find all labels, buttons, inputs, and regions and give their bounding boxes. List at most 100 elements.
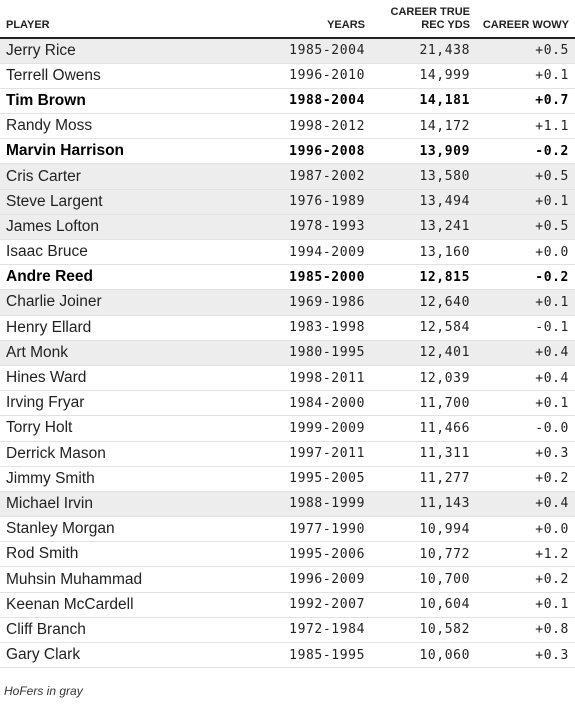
player-name-cell: Keenan McCardell — [0, 592, 245, 618]
wowy-cell: +0.3 — [476, 642, 575, 669]
rec-yds-cell: 13,160 — [371, 239, 476, 266]
wowy-cell: +0.1 — [476, 189, 575, 215]
wowy-cell: +1.2 — [476, 541, 575, 568]
wowy-cell: +0.4 — [476, 365, 575, 392]
years-cell: 1992-2007 — [245, 592, 371, 618]
rec-yds-cell: 21,438 — [371, 38, 476, 64]
table-row: Randy Moss 1998-2012 14,172 +1.1 — [0, 113, 575, 140]
table-row: Torry Holt 1999-2009 11,466 -0.0 — [0, 415, 575, 442]
footnote: HoFers in gray — [4, 684, 83, 698]
table-row: Derrick Mason 1997-2011 11,311 +0.3 — [0, 441, 575, 467]
wowy-column-header[interactable]: CAREER WOWY — [476, 0, 575, 39]
player-name-cell: Michael Irvin — [0, 491, 245, 518]
years-cell: 1994-2009 — [245, 239, 371, 266]
rec-yds-cell: 14,999 — [371, 63, 476, 89]
player-name-cell: Muhsin Muhammad — [0, 566, 245, 593]
years-cell: 1995-2005 — [245, 466, 371, 492]
rec-yds-cell: 10,994 — [371, 516, 476, 543]
wowy-cell: +0.7 — [476, 88, 575, 115]
wowy-cell: +0.1 — [476, 289, 575, 316]
rec-yds-cell: 10,772 — [371, 541, 476, 568]
years-cell: 1978-1993 — [245, 214, 371, 241]
table-row: Hines Ward 1998-2011 12,039 +0.4 — [0, 365, 575, 392]
wowy-cell: +1.1 — [476, 113, 575, 140]
player-name-cell: Derrick Mason — [0, 441, 245, 467]
wowy-cell: +0.0 — [476, 239, 575, 266]
years-cell: 1987-2002 — [245, 163, 371, 190]
table-row: Cliff Branch 1972-1984 10,582 +0.8 — [0, 617, 575, 644]
wowy-cell: -0.2 — [476, 264, 575, 291]
table-row: Steve Largent 1976-1989 13,494 +0.1 — [0, 189, 575, 215]
player-column-header[interactable]: PLAYER — [0, 0, 245, 39]
table-row: Stanley Morgan 1977-1990 10,994 +0.0 — [0, 516, 575, 543]
table-row: Gary Clark 1985-1995 10,060 +0.3 — [0, 642, 575, 669]
player-name-cell: Andre Reed — [0, 264, 245, 291]
table-row: Marvin Harrison 1996-2008 13,909 -0.2 — [0, 138, 575, 165]
rec-yds-cell: 12,640 — [371, 289, 476, 316]
years-cell: 1999-2009 — [245, 415, 371, 442]
table-row: Terrell Owens 1996-2010 14,999 +0.1 — [0, 63, 575, 89]
years-cell: 1998-2012 — [245, 113, 371, 140]
years-column-header[interactable]: YEARS — [245, 0, 371, 39]
table-row: Jerry Rice 1985-2004 21,438 +0.5 — [0, 38, 575, 64]
wowy-cell: +0.4 — [476, 491, 575, 518]
player-name-cell: Irving Fryar — [0, 390, 245, 417]
player-name-cell: Art Monk — [0, 340, 245, 366]
table-row: Keenan McCardell 1992-2007 10,604 +0.1 — [0, 592, 575, 618]
player-name-cell: Stanley Morgan — [0, 516, 245, 543]
years-cell: 1996-2009 — [245, 566, 371, 593]
years-cell: 1985-2004 — [245, 38, 371, 64]
years-cell: 1972-1984 — [245, 617, 371, 644]
rec-yds-cell: 11,311 — [371, 441, 476, 467]
rec-yds-cell: 14,172 — [371, 113, 476, 140]
rec-yds-cell: 13,909 — [371, 138, 476, 165]
header-row: PLAYER YEARS CAREER TRUE REC YDS CAREER … — [0, 0, 575, 39]
table-row: Tim Brown 1988-2004 14,181 +0.7 — [0, 88, 575, 115]
table-row: Jimmy Smith 1995-2005 11,277 +0.2 — [0, 466, 575, 492]
player-name-cell: Isaac Bruce — [0, 239, 245, 266]
player-name-cell: Steve Largent — [0, 189, 245, 215]
player-name-cell: Torry Holt — [0, 415, 245, 442]
years-cell: 1977-1990 — [245, 516, 371, 543]
receivers-table: PLAYER YEARS CAREER TRUE REC YDS CAREER … — [0, 0, 575, 669]
player-name-cell: Henry Ellard — [0, 315, 245, 341]
years-cell: 1983-1998 — [245, 315, 371, 341]
player-name-cell: James Lofton — [0, 214, 245, 241]
rec-yds-cell: 10,604 — [371, 592, 476, 618]
years-cell: 1995-2006 — [245, 541, 371, 568]
years-cell: 1988-2004 — [245, 88, 371, 115]
wowy-cell: +0.1 — [476, 592, 575, 618]
rec-yds-cell: 13,494 — [371, 189, 476, 215]
rec-yds-cell: 11,466 — [371, 415, 476, 442]
wowy-cell: +0.5 — [476, 214, 575, 241]
table-row: Muhsin Muhammad 1996-2009 10,700 +0.2 — [0, 566, 575, 593]
rec-yds-cell: 10,582 — [371, 617, 476, 644]
rec-yds-cell: 10,060 — [371, 642, 476, 669]
table-row: Art Monk 1980-1995 12,401 +0.4 — [0, 340, 575, 366]
rec-yds-cell: 10,700 — [371, 566, 476, 593]
wowy-cell: -0.0 — [476, 415, 575, 442]
player-name-cell: Terrell Owens — [0, 63, 245, 89]
rec-yds-cell: 13,580 — [371, 163, 476, 190]
years-cell: 1976-1989 — [245, 189, 371, 215]
wowy-cell: -0.2 — [476, 138, 575, 165]
wowy-cell: +0.8 — [476, 617, 575, 644]
years-cell: 1984-2000 — [245, 390, 371, 417]
table-row: Rod Smith 1995-2006 10,772 +1.2 — [0, 541, 575, 568]
rec-yds-cell: 12,584 — [371, 315, 476, 341]
wowy-cell: +0.1 — [476, 63, 575, 89]
rec-yds-column-header[interactable]: CAREER TRUE REC YDS — [371, 0, 476, 39]
player-name-cell: Marvin Harrison — [0, 138, 245, 165]
rec-yds-cell: 13,241 — [371, 214, 476, 241]
player-name-cell: Cris Carter — [0, 163, 245, 190]
rec-yds-cell: 14,181 — [371, 88, 476, 115]
table-row: Cris Carter 1987-2002 13,580 +0.5 — [0, 163, 575, 190]
table-row: Isaac Bruce 1994-2009 13,160 +0.0 — [0, 239, 575, 266]
years-cell: 1996-2010 — [245, 63, 371, 89]
table-row: Andre Reed 1985-2000 12,815 -0.2 — [0, 264, 575, 291]
rec-yds-cell: 12,815 — [371, 264, 476, 291]
wowy-cell: +0.3 — [476, 441, 575, 467]
rec-yds-cell: 12,039 — [371, 365, 476, 392]
wowy-cell: +0.5 — [476, 163, 575, 190]
table-row: Michael Irvin 1988-1999 11,143 +0.4 — [0, 491, 575, 518]
